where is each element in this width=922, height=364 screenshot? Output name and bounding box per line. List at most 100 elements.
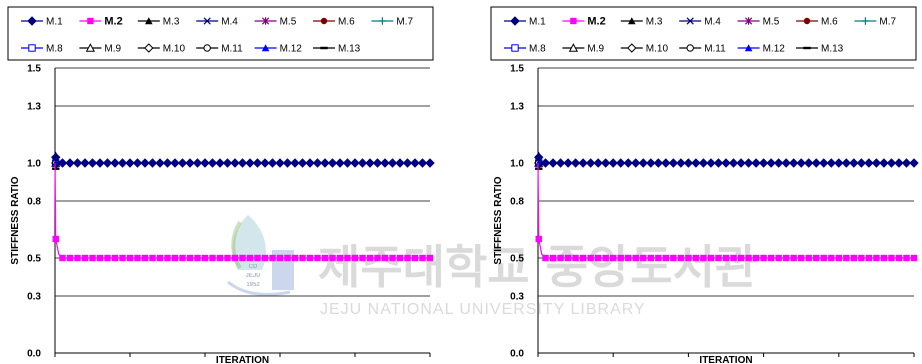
- legend-entry: M.9: [562, 43, 605, 55]
- data-point: [849, 158, 859, 168]
- data-point: [692, 254, 700, 262]
- data-point: [260, 158, 270, 168]
- data-point: [320, 158, 330, 168]
- data-point: [237, 158, 248, 168]
- data-point: [540, 158, 551, 168]
- data-point: [594, 254, 602, 262]
- data-point: [81, 254, 89, 262]
- watermark-logo-text: CD: [249, 264, 258, 270]
- data-point: [96, 254, 104, 262]
- data-point: [417, 158, 428, 168]
- legend-entry: M.4: [679, 17, 721, 28]
- data-point: [600, 158, 611, 168]
- data-point: [162, 158, 173, 168]
- data-point: [901, 158, 912, 168]
- data-point: [782, 254, 790, 262]
- legend-label: M.5: [763, 17, 780, 28]
- x-axis-title: ITERATION: [699, 355, 752, 364]
- data-point: [661, 158, 671, 168]
- legend-marker: [203, 44, 211, 52]
- legend: M.1 M.2 M.3 M.4 M.5 M.6 M.7 M.8 M.9 M.10 M.11 M.12 M…: [7, 6, 434, 61]
- data-point: [297, 158, 308, 168]
- data-point: [336, 254, 344, 262]
- chart-panel: M.1 M.2 M.3 M.4 M.5 M.6 M.7 M.8 M.9 M.10 M.11 M.12 M…: [490, 6, 922, 364]
- legend-label: M.3: [163, 17, 180, 28]
- data-point: [179, 254, 186, 262]
- data-point: [858, 254, 865, 262]
- legend-label: M.7: [396, 17, 413, 28]
- data-point: [616, 158, 626, 168]
- y-axis-title: STIFFNESS RATIO: [10, 176, 21, 264]
- data-point: [820, 254, 827, 262]
- data-point: [707, 254, 715, 262]
- legend-marker: [87, 17, 94, 25]
- legend-entry: M.2: [562, 16, 606, 28]
- data-point: [171, 254, 179, 262]
- legend-entry: M.10: [620, 43, 668, 55]
- legend-marker: [686, 44, 694, 52]
- legend-entry: M.8: [504, 44, 546, 55]
- data-point: [886, 158, 897, 168]
- legend-label: M.1: [529, 17, 546, 28]
- legend-label: M.12: [763, 44, 786, 55]
- data-point: [372, 158, 383, 168]
- y-axis-title: STIFFNESS RATIO: [493, 176, 504, 264]
- data-point: [51, 152, 61, 163]
- data-point: [743, 158, 754, 168]
- data-point: [625, 254, 632, 262]
- data-point: [788, 158, 799, 168]
- data-point: [617, 254, 624, 262]
- data-point: [164, 254, 171, 262]
- data-point: [267, 158, 278, 168]
- legend-label: M.2: [587, 16, 605, 28]
- data-point: [767, 254, 775, 262]
- data-point: [335, 158, 345, 168]
- data-point: [760, 254, 767, 262]
- data-point: [192, 158, 203, 168]
- data-point: [140, 158, 150, 168]
- data-point: [766, 158, 776, 168]
- y-tick-label: 1.3: [27, 102, 41, 113]
- data-point: [177, 158, 188, 168]
- data-point: [685, 254, 692, 262]
- y-tick-label: 1.5: [510, 64, 524, 75]
- legend-marker: [628, 17, 636, 25]
- data-point: [564, 254, 572, 262]
- data-point: [329, 254, 336, 262]
- data-point: [796, 158, 806, 168]
- data-point: [110, 158, 120, 168]
- data-point: [321, 254, 329, 262]
- data-point: [593, 158, 603, 168]
- legend-label: M.2: [104, 16, 122, 28]
- data-point: [389, 254, 396, 262]
- legend-entry: M.11: [196, 44, 243, 55]
- data-point: [374, 254, 381, 262]
- data-point: [215, 158, 225, 168]
- data-point: [790, 254, 797, 262]
- data-point: [638, 158, 648, 168]
- series-m-2: [535, 162, 918, 262]
- data-point: [880, 254, 888, 262]
- legend-label: M.10: [163, 44, 186, 55]
- y-tick-label: 1.5: [27, 64, 41, 75]
- data-point: [102, 158, 113, 168]
- legend-entry: M.6: [796, 17, 838, 28]
- data-point: [835, 254, 842, 262]
- data-point: [548, 158, 558, 168]
- data-point: [706, 158, 716, 168]
- legend-entry: M.4: [196, 17, 238, 28]
- data-point: [805, 254, 812, 262]
- watermark-logo: CD JEJU 1952: [227, 215, 294, 296]
- data-point: [587, 254, 594, 262]
- data-point: [856, 158, 867, 168]
- data-point: [850, 254, 858, 262]
- data-point: [186, 254, 194, 262]
- data-point: [610, 254, 617, 262]
- data-point: [117, 158, 128, 168]
- data-point: [87, 158, 98, 168]
- legend-entry: M.1: [21, 16, 63, 28]
- data-point: [910, 254, 918, 262]
- legend-label: M.13: [821, 44, 844, 55]
- data-point: [535, 235, 542, 243]
- data-point: [125, 158, 135, 168]
